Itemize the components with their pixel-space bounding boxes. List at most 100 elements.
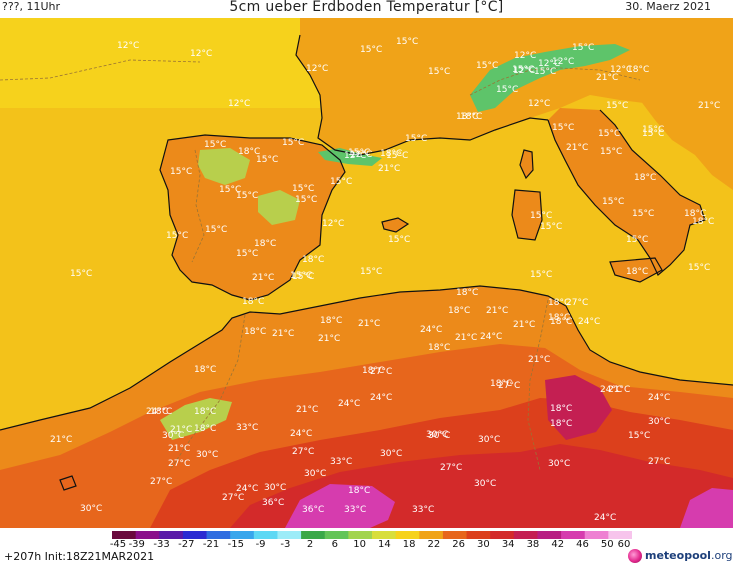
temperature-label: 21°C <box>608 385 631 395</box>
cool-patch-iberia <box>198 148 250 185</box>
coast-france <box>295 34 549 156</box>
cool-patch-central-spain <box>258 190 300 225</box>
temperature-label: 12°C <box>528 99 551 109</box>
temperature-label: 15°C <box>626 235 649 245</box>
temperature-label: 24°C <box>146 407 169 417</box>
land-very-hot-patch <box>545 375 612 440</box>
colorbar-swatch <box>182 531 208 539</box>
temperature-label: 15°C <box>219 185 242 195</box>
brand-tld: .org <box>710 549 733 562</box>
temperature-label: 12°C <box>322 219 345 229</box>
cool-patch-atlas <box>160 398 232 440</box>
temperature-label: 15°C <box>204 140 227 150</box>
colorbar-tick-label: 34 <box>501 539 515 550</box>
temperature-label: 12°C <box>552 57 575 67</box>
colorbar-tick-label: -21 <box>202 539 220 550</box>
temperature-label: 18°C <box>692 217 715 227</box>
temperature-label: 15°C <box>348 148 371 158</box>
temperature-label: 21°C <box>566 143 589 153</box>
temperature-label: 15°C <box>292 184 315 194</box>
temperature-label: 15°C <box>205 225 228 235</box>
coast-corsica <box>519 149 534 180</box>
temperature-label: 30°C <box>380 449 403 459</box>
temperature-label: 24°C <box>338 399 361 409</box>
colorbar-swatch <box>466 531 491 539</box>
cold-patch-alps <box>470 44 630 112</box>
colorbar-tick-label: 60 <box>617 539 631 550</box>
temperature-label: 21°C <box>455 333 478 343</box>
temperature-label: 27°C <box>498 381 521 391</box>
temperature-label: 27°C <box>566 298 589 308</box>
temperature-label: 18°C <box>302 255 325 265</box>
colorbar-swatch <box>206 531 231 539</box>
temperature-label: 15°C <box>530 270 553 280</box>
temperature-label: 21°C <box>528 355 551 365</box>
temperature-label: 15°C <box>70 269 93 279</box>
temperature-label: 30°C <box>264 483 287 493</box>
colorbar-swatch <box>419 531 444 539</box>
temperature-label: 36°C <box>302 505 325 515</box>
temperature-label: 27°C <box>440 463 463 473</box>
temperature-label: 27°C <box>150 477 173 487</box>
temperature-label: 18°C <box>448 306 471 316</box>
temperature-label: 27°C <box>222 493 245 503</box>
temperature-label: 15°C <box>496 85 519 95</box>
logo-dot-icon <box>628 549 642 563</box>
land-extreme-heat-patch <box>285 484 395 528</box>
temperature-label: 21°C <box>296 405 319 415</box>
temperature-label: 12°C <box>350 150 373 160</box>
map-header: ???, 11Uhr 5cm ueber Erdboden Temperatur… <box>0 0 733 18</box>
colorbar-swatch <box>372 531 397 539</box>
border-france-swiss <box>469 67 641 96</box>
temperature-label: 21°C <box>513 320 536 330</box>
temperature-label: 30°C <box>478 435 501 445</box>
temperature-label: 33°C <box>330 457 353 467</box>
temperature-label: 21°C <box>170 425 193 435</box>
colorbar-tick-label: 30 <box>477 539 490 550</box>
colorbar-tick-label: 6 <box>331 539 339 550</box>
temperature-label: 21°C <box>486 306 509 316</box>
run-info: +207h Init:18Z21MAR2021 <box>4 550 155 563</box>
colorbar-tick-label: 42 <box>551 539 565 550</box>
temperature-label: 27°C <box>648 457 671 467</box>
map-title: 5cm ueber Erdboden Temperatur [°C] <box>229 0 504 15</box>
temperature-label: 21°C <box>698 101 721 111</box>
temperature-label: 30°C <box>304 469 327 479</box>
colorbar-swatch <box>301 531 326 539</box>
temperature-label: 18°C <box>194 424 217 434</box>
temperature-label: 12°C <box>306 64 329 74</box>
colorbar-tick-label: 10 <box>353 539 366 550</box>
temperature-label: 15°C <box>290 271 313 281</box>
temperature-label: 18°C <box>254 239 277 249</box>
colorbar-tick-label: -45 <box>109 539 127 550</box>
map-footer: -45 -39 -33 -27 -21 -15 -9 -3 2 6 10 14 18 22 26 30 34 38… <box>0 528 733 566</box>
temperature-label: 15°C <box>396 37 419 47</box>
valid-time-label: ???, 11Uhr <box>2 0 61 13</box>
temperature-label: 21°C <box>272 329 295 339</box>
colorbar-tick-label: 2 <box>306 539 314 550</box>
temperature-label: 12°C <box>228 99 251 109</box>
temperature-label: 27°C <box>370 367 393 377</box>
colorbar-tick-label: 38 <box>526 539 540 550</box>
temperature-label: 33°C <box>236 423 259 433</box>
temperature-label: 15°C <box>256 155 279 165</box>
temperature-label: 12°C <box>513 66 536 76</box>
temperature-label: 15°C <box>600 147 623 157</box>
temperature-map: 12°C 12°C 12°C 12°C 15°C 15°C 15°C 15°C 12°C 15°C… <box>0 18 733 528</box>
temperature-label: 18°C <box>550 317 573 327</box>
temperature-label: 24°C <box>594 513 617 523</box>
brand-name: meteopool <box>645 549 711 562</box>
land-extreme-heat-patch-east <box>680 488 733 528</box>
temperature-label: 18°C <box>456 112 479 122</box>
temperature-label: 18°C <box>244 327 267 337</box>
temperature-label: 30°C <box>196 450 219 460</box>
temperature-label: 18°C <box>460 112 483 122</box>
temperature-label: 18°C <box>320 316 343 326</box>
colorbar-swatch <box>159 531 184 539</box>
temperature-label: 24°C <box>648 393 671 403</box>
temperature-label: 15°C <box>360 267 383 277</box>
temperature-label: 18°C <box>634 173 657 183</box>
temperature-label: 18°C <box>150 407 173 417</box>
temperature-label: 15°C <box>282 138 305 148</box>
temperature-label: 30°C <box>548 459 571 469</box>
